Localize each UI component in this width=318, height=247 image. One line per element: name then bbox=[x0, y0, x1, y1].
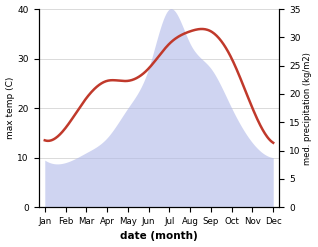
Y-axis label: med. precipitation (kg/m2): med. precipitation (kg/m2) bbox=[303, 52, 313, 165]
X-axis label: date (month): date (month) bbox=[120, 231, 198, 242]
Y-axis label: max temp (C): max temp (C) bbox=[5, 77, 15, 139]
